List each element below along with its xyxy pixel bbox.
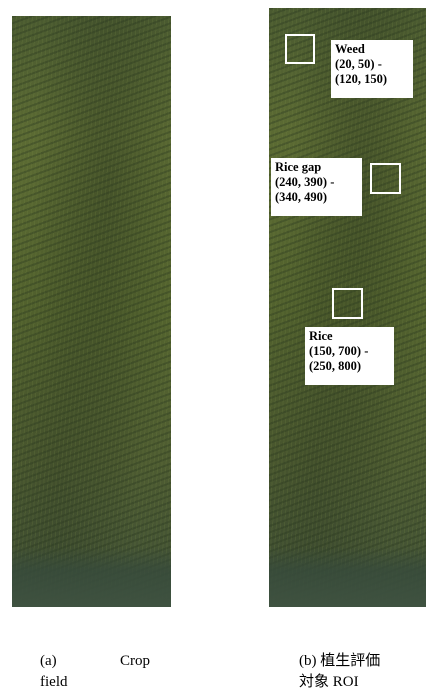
caption-a-word1: Crop xyxy=(120,653,150,669)
crop-field-edge xyxy=(12,547,171,607)
roi-field-image xyxy=(269,8,426,607)
roi-field-texture xyxy=(269,8,426,607)
roi-label-rice-gap-name: Rice gap xyxy=(275,160,322,174)
roi-label-rice: Rice (150, 700) - (250, 800) xyxy=(305,327,394,385)
caption-a-tag: (a) xyxy=(40,653,57,669)
roi-label-weed-name: Weed xyxy=(335,42,365,56)
caption-panel-a: (a) Crop field xyxy=(40,651,150,693)
roi-label-weed: Weed (20, 50) - (120, 150) xyxy=(331,40,413,98)
roi-field-edge xyxy=(269,547,426,607)
caption-panel-b: (b) 植生評価 対象 ROI xyxy=(299,651,409,693)
crop-field-image xyxy=(12,16,171,607)
caption-b-line1: (b) 植生評価 xyxy=(299,653,381,669)
caption-a-word2: field xyxy=(40,674,68,690)
crop-field-texture xyxy=(12,16,171,607)
roi-label-rice-gap-coords: (240, 390) - (340, 490) xyxy=(275,175,335,204)
roi-label-rice-coords: (150, 700) - (250, 800) xyxy=(309,344,369,373)
roi-label-rice-gap: Rice gap (240, 390) - (340, 490) xyxy=(271,158,362,216)
roi-box-weed xyxy=(285,34,315,64)
caption-b-line2: 対象 ROI xyxy=(299,674,359,690)
roi-box-rice-gap xyxy=(370,163,401,194)
roi-label-rice-name: Rice xyxy=(309,329,333,343)
roi-label-weed-coords: (20, 50) - (120, 150) xyxy=(335,57,388,86)
roi-box-rice xyxy=(332,288,363,319)
